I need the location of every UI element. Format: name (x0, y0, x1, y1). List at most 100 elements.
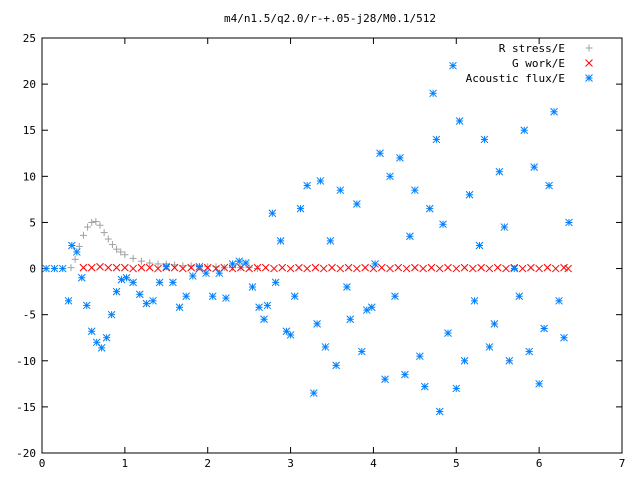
data-point (50, 264, 59, 273)
data-point (420, 382, 429, 391)
data-point (411, 263, 419, 272)
data-point (149, 296, 157, 305)
data-point (551, 264, 560, 273)
data-point (253, 263, 262, 272)
data-point (108, 241, 116, 249)
data-point (245, 264, 253, 273)
legend-label: Acoustic flux/E (466, 72, 565, 85)
legend-label: G work/E (512, 57, 565, 70)
data-point (477, 263, 485, 272)
data-point (154, 264, 162, 273)
data-point (135, 290, 144, 299)
data-point (129, 254, 137, 262)
data-point (485, 264, 494, 273)
data-point (520, 126, 529, 135)
data-point (346, 315, 355, 324)
x-tick-label: 6 (536, 457, 543, 470)
data-point (361, 263, 369, 272)
data-point (490, 320, 499, 328)
data-point (137, 257, 145, 265)
y-tick-label: 10 (23, 170, 36, 183)
data-point (303, 264, 311, 273)
data-point (102, 333, 111, 342)
data-point (510, 264, 519, 273)
data-point (328, 263, 336, 272)
data-point (271, 278, 280, 287)
data-point (137, 263, 146, 272)
data-point (154, 260, 162, 268)
data-point (326, 237, 335, 245)
data-point (367, 303, 376, 312)
data-point (79, 263, 88, 272)
data-point (129, 278, 137, 287)
series-1 (67, 218, 261, 273)
data-point (460, 356, 469, 365)
data-point (187, 263, 195, 272)
data-point (427, 263, 436, 272)
x-tick-label: 2 (204, 457, 211, 470)
data-point (376, 149, 384, 158)
data-point (500, 223, 509, 231)
data-point (276, 237, 285, 245)
data-point (518, 264, 527, 273)
x-tick-label: 4 (370, 457, 377, 470)
plot-border (41, 37, 623, 454)
data-point (72, 248, 81, 256)
data-point (100, 229, 108, 237)
data-point (336, 186, 345, 195)
data-point (530, 163, 539, 171)
data-point (444, 329, 452, 337)
data-point (429, 89, 437, 98)
x-tick-label: 0 (39, 457, 46, 470)
x-tick-label: 3 (287, 457, 294, 470)
data-point (261, 263, 270, 272)
legend-marker (585, 74, 593, 82)
data-point (204, 263, 212, 271)
y-tick-label: 5 (29, 216, 36, 229)
data-point (179, 264, 187, 273)
data-point (142, 299, 151, 308)
data-point (182, 292, 191, 301)
data-point (77, 273, 86, 282)
data-point (357, 347, 366, 356)
data-point (122, 273, 131, 282)
data-point (564, 264, 572, 273)
data-point (162, 262, 171, 271)
data-point (452, 264, 461, 273)
data-point (42, 264, 50, 273)
data-point (92, 338, 101, 347)
data-point (212, 264, 220, 273)
data-point (381, 375, 389, 384)
data-point (113, 245, 121, 253)
data-point (371, 260, 379, 268)
data-point (97, 344, 106, 352)
x-tick-label: 7 (619, 457, 626, 470)
data-point (470, 296, 479, 305)
data-point (401, 370, 409, 379)
data-point (248, 283, 257, 291)
data-point (92, 218, 100, 226)
data-point (202, 269, 210, 278)
data-point (435, 264, 444, 273)
data-point (296, 204, 305, 213)
data-point (540, 324, 548, 333)
data-point (87, 327, 96, 336)
data-point (377, 263, 386, 272)
data-point (444, 263, 452, 272)
y-tick-label: 20 (23, 78, 36, 91)
data-point (222, 294, 230, 302)
data-point (278, 263, 287, 272)
data-point (394, 263, 403, 272)
data-point (415, 352, 424, 361)
y-axis: -20 -15 -10 -5 0 5 10 15 20 25 (16, 32, 622, 460)
data-point (311, 263, 320, 272)
data-point (88, 218, 96, 226)
data-point (67, 264, 75, 272)
data-point (87, 263, 96, 272)
data-point (439, 220, 447, 229)
data-point (58, 264, 67, 273)
data-point (112, 263, 121, 272)
data-point (303, 181, 311, 190)
legend-marker (585, 59, 593, 67)
data-point (208, 292, 217, 301)
